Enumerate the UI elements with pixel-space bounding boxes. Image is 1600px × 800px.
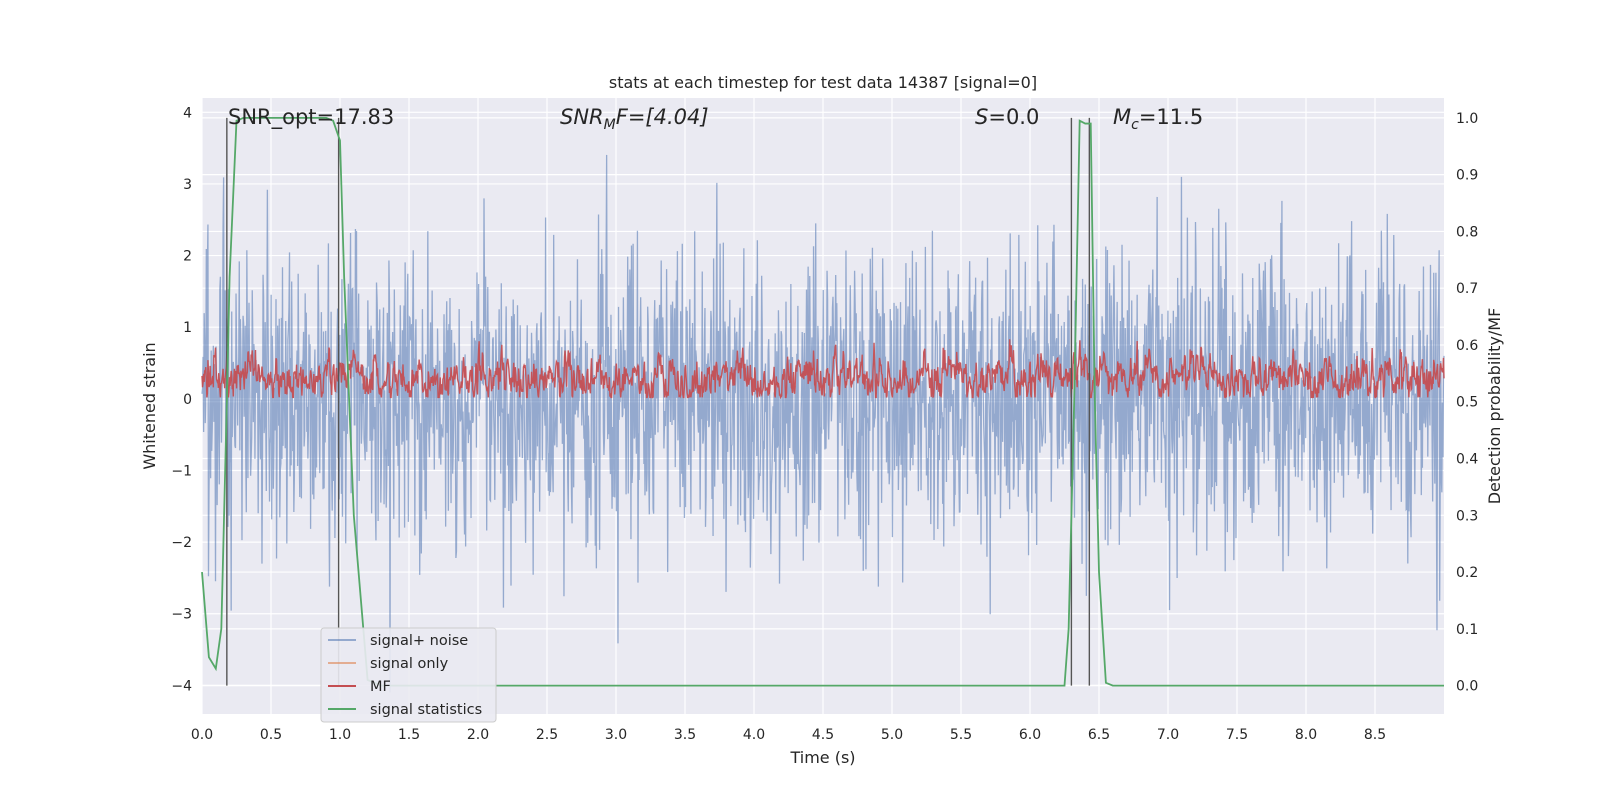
mf-line: [201, 339, 1445, 400]
legend-label-mf: MF: [370, 679, 391, 695]
y-right-tick-label: 0.5: [1456, 395, 1478, 411]
y-axis-right-label: Detection probability/MF: [1485, 308, 1504, 505]
y-axis-label: Whitened strain: [140, 342, 159, 469]
y-tick-label: 3: [183, 177, 192, 193]
x-tick-label: 4.0: [743, 727, 765, 743]
signal-noise-line: [201, 154, 1445, 693]
y-right-tick-label: 0.4: [1456, 452, 1478, 468]
x-tick-label: 6.0: [1019, 727, 1041, 743]
y-right-tick-label: 0.3: [1456, 508, 1478, 524]
s-symbol: S: [975, 105, 988, 129]
y-tick-label: −3: [171, 607, 192, 623]
y-right-tick-label: 0.7: [1456, 281, 1478, 297]
y-tick-label: 1: [183, 320, 192, 336]
x-tick-label: 0.5: [260, 727, 282, 743]
series-mf: [201, 339, 1445, 400]
tick-labels: 0.0 0.5 1.0 1.5 2.0 2.5 3.0 3.5 4.0 4.5 5.0 5.5 6.0 6…: [171, 105, 1478, 743]
y-right-tick-label: 0.1: [1456, 622, 1478, 638]
y-right-tick-label: 0.6: [1456, 338, 1478, 354]
y-right-tick-label: 0.8: [1456, 224, 1478, 240]
snr-mf-symbol: SNR: [560, 105, 604, 129]
snr-mf-subscript: M: [604, 117, 616, 133]
x-tick-label: 0.0: [191, 727, 213, 743]
legend-label-signal-only: signal only: [370, 656, 449, 672]
x-tick-label: 1.0: [329, 727, 351, 743]
x-tick-label: 2.0: [467, 727, 489, 743]
x-axis-label: Time (s): [789, 748, 855, 767]
y-tick-label: −1: [171, 463, 192, 479]
y-tick-label: 0: [183, 392, 192, 408]
x-tick-label: 3.0: [605, 727, 627, 743]
x-tick-label: 5.5: [950, 727, 972, 743]
legend-label-signal-statistics: signal statistics: [370, 702, 482, 718]
x-tick-label: 4.5: [812, 727, 834, 743]
series-signal-noise: [201, 154, 1445, 693]
chart-title: stats at each timestep for test data 143…: [609, 73, 1037, 92]
y-tick-label: −2: [171, 535, 192, 551]
mc-value: =11.5: [1139, 105, 1203, 129]
y-right-tick-label: 1.0: [1456, 111, 1478, 127]
annotation-mc: Mc=11.5: [1113, 105, 1203, 133]
x-tick-label: 7.5: [1226, 727, 1248, 743]
legend-box: [320, 627, 497, 723]
mc-subscript: c: [1131, 117, 1139, 133]
x-tick-label: 1.5: [398, 727, 420, 743]
x-tick-label: 7.0: [1157, 727, 1179, 743]
x-tick-label: 2.5: [536, 727, 558, 743]
y-tick-label: −4: [171, 678, 192, 694]
x-tick-label: 3.5: [674, 727, 696, 743]
s-value: =0.0: [988, 105, 1039, 129]
annotation-snr-mf: SNRMF=[4.04]: [560, 105, 709, 133]
x-tick-label: 6.5: [1088, 727, 1110, 743]
y-tick-label: 2: [183, 249, 192, 265]
x-tick-label: 8.5: [1364, 727, 1386, 743]
y-right-tick-label: 0.9: [1456, 168, 1478, 184]
y-right-tick-label: 0.0: [1456, 679, 1478, 695]
mc-symbol: M: [1113, 105, 1131, 129]
y-right-tick-label: 0.2: [1456, 565, 1478, 581]
grid-lines: [201, 98, 1444, 714]
annotation-snr-opt: SNR_opt=17.83: [228, 105, 394, 130]
snr-mf-value: F=[4.04]: [616, 105, 709, 129]
legend: signal+ noise signal only MF signal stat…: [320, 627, 497, 723]
x-tick-label: 5.0: [881, 727, 903, 743]
legend-label-signal-noise: signal+ noise: [370, 633, 468, 649]
annotation-s: S=0.0: [975, 105, 1039, 129]
y-tick-label: 4: [183, 105, 192, 121]
x-tick-label: 8.0: [1295, 727, 1317, 743]
